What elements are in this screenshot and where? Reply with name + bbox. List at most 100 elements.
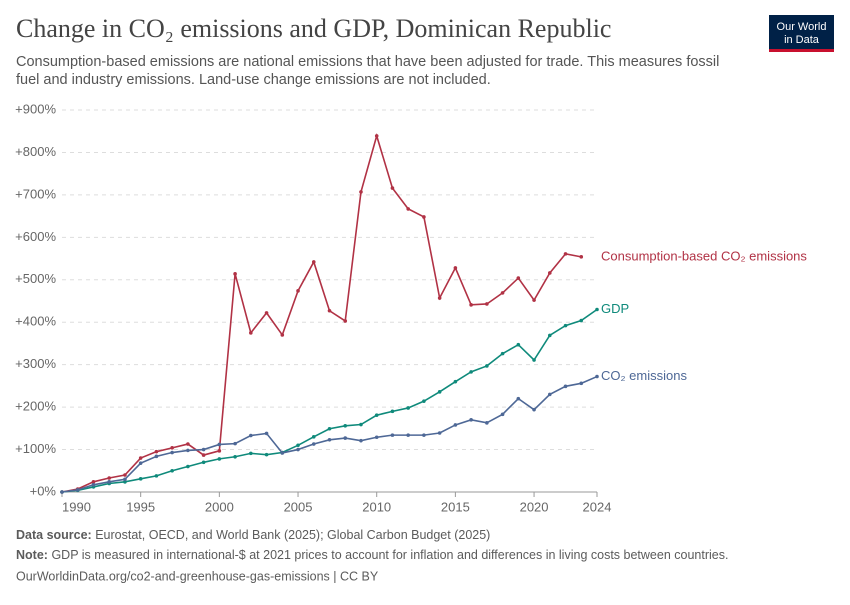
point [154, 454, 159, 459]
point [563, 323, 568, 328]
y-tick-label: +100% [15, 441, 56, 456]
point [595, 307, 599, 312]
point [374, 413, 379, 417]
point [547, 271, 552, 275]
point [343, 319, 348, 323]
point [201, 460, 206, 465]
x-tick-label: 2005 [284, 499, 313, 514]
x-tick-label: 1990 [62, 499, 91, 514]
y-tick-label: +800% [15, 144, 56, 159]
source-label: Data source: [16, 528, 92, 542]
point [579, 318, 584, 323]
point [249, 331, 253, 335]
point [563, 384, 568, 389]
y-tick-label: +900% [15, 101, 56, 116]
point [500, 412, 505, 417]
point [547, 333, 552, 338]
point [233, 272, 237, 276]
point [516, 342, 521, 347]
point [170, 468, 174, 473]
x-tick-label: 2010 [362, 499, 391, 514]
point [469, 370, 473, 374]
note: Note: GDP is measured in international-$… [16, 548, 728, 562]
point [107, 476, 112, 480]
point [485, 421, 489, 425]
point [186, 464, 190, 469]
point [60, 490, 64, 494]
point [374, 134, 379, 138]
point [217, 449, 222, 453]
logo-text: Our World [777, 21, 827, 33]
point [563, 252, 568, 256]
point [296, 447, 300, 452]
point [311, 435, 316, 439]
point [170, 450, 174, 455]
y-tick-label: +500% [15, 271, 56, 286]
point [123, 473, 127, 477]
point [327, 426, 332, 431]
point [138, 477, 143, 481]
x-tick-label: 1995 [126, 499, 155, 514]
point [123, 477, 127, 482]
point [547, 392, 552, 397]
point [453, 423, 458, 427]
url: OurWorldinData.org/co2-and-greenhouse-ga… [16, 569, 379, 583]
point [390, 186, 395, 190]
point [170, 446, 174, 450]
y-tick-label: +0% [30, 483, 57, 498]
logo-bar [769, 49, 834, 52]
point [249, 433, 253, 438]
point [217, 457, 222, 461]
point [359, 438, 363, 443]
point [154, 474, 159, 478]
point [249, 451, 253, 456]
point [453, 379, 458, 384]
point [437, 390, 442, 394]
source-text: Eurostat, OECD, and World Bank (2025); G… [95, 528, 490, 542]
series-label: Consumption-based CO₂ emissions [601, 248, 807, 263]
point [485, 364, 489, 368]
point [469, 418, 473, 422]
point [327, 308, 332, 313]
point [311, 442, 316, 446]
point [264, 431, 269, 436]
x-tick-label: 2020 [520, 499, 549, 514]
point [296, 289, 300, 293]
y-tick-label: +400% [15, 314, 56, 329]
point [201, 453, 206, 457]
y-tick-label: +700% [15, 186, 56, 201]
point [532, 407, 536, 412]
x-tick-label: 2015 [441, 499, 470, 514]
point [422, 215, 426, 219]
point [154, 449, 159, 454]
point [579, 255, 584, 259]
source: Data source: Eurostat, OECD, and World B… [16, 528, 490, 542]
point [91, 480, 96, 484]
point [186, 442, 190, 446]
x-tick-label: 2024 [583, 499, 612, 514]
point [186, 448, 190, 453]
point [390, 433, 395, 437]
point [579, 381, 584, 386]
note-text: GDP is measured in international-$ at 20… [51, 548, 728, 562]
point [359, 190, 363, 194]
point [217, 442, 222, 447]
point [359, 422, 363, 427]
point [264, 311, 269, 315]
point [422, 399, 426, 403]
point [343, 423, 348, 428]
point [500, 291, 505, 295]
y-tick-label: +200% [15, 399, 56, 414]
subtitle: fuel and industry emissions. Land-use ch… [16, 72, 491, 88]
point [437, 296, 442, 300]
point [75, 488, 80, 492]
series-line [61, 133, 582, 493]
point [500, 351, 505, 356]
point [595, 374, 599, 379]
point [280, 333, 285, 337]
point [264, 452, 269, 457]
point [280, 451, 285, 455]
point [485, 302, 489, 306]
point [343, 436, 348, 440]
